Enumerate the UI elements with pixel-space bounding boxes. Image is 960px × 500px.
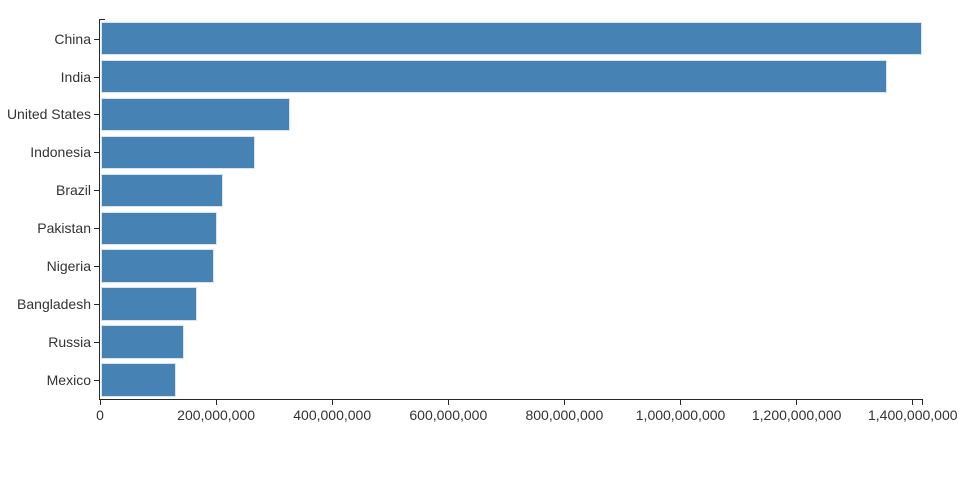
y-tick-mark [94, 114, 99, 116]
y-tick-mark [94, 342, 99, 344]
x-tick-mark [563, 400, 565, 405]
y-tick-label-mexico: Mexico [46, 372, 91, 389]
bar-brazil [100, 173, 223, 208]
bar-mexico [100, 363, 177, 397]
x-tick-label: 1,200,000,000 [751, 407, 842, 423]
x-tick-label: 1,000,000,000 [635, 407, 726, 423]
bar-bangladesh [100, 287, 198, 321]
y-axis-spine [99, 18, 100, 399]
y-tick-mark [94, 380, 99, 382]
x-tick-label: 1,400,000,000 [867, 407, 958, 423]
y-tick-label-nigeria: Nigeria [46, 258, 91, 275]
bar-russia [100, 325, 185, 359]
y-tick-label-brazil: Brazil [55, 182, 91, 199]
y-tick-label-pakistan: Pakistan [37, 220, 91, 237]
y-tick-label-bangladesh: Bangladesh [17, 296, 91, 313]
y-tick-mark [94, 76, 99, 78]
y-tick-mark [94, 304, 99, 306]
y-tick-mark [94, 38, 99, 40]
y-tick-label-indonesia: Indonesia [30, 144, 91, 161]
y-tick-mark [94, 228, 99, 230]
x-tick-mark [331, 400, 333, 405]
y-tick-mark [94, 190, 99, 192]
x-axis-end-cap [921, 399, 923, 405]
bar-pakistan [100, 211, 218, 246]
x-tick-mark [912, 400, 914, 405]
y-tick-mark [94, 152, 99, 154]
bar-china [100, 21, 922, 56]
bar-india [100, 59, 887, 94]
bar-indonesia [100, 135, 256, 170]
x-tick-label: 400,000,000 [293, 407, 372, 423]
y-tick-label-china: China [54, 30, 91, 47]
bar-united-states [100, 97, 291, 132]
x-tick-mark [680, 400, 682, 405]
x-tick-label: 0 [96, 407, 104, 423]
x-tick-label: 600,000,000 [409, 407, 488, 423]
bar-nigeria [100, 249, 215, 283]
x-tick-mark [99, 400, 101, 405]
y-tick-label-united-states: United States [6, 106, 91, 123]
x-tick-mark [215, 400, 217, 405]
x-tick-mark [796, 400, 798, 405]
y-tick-label-india: India [60, 68, 91, 85]
y-axis-end-cap [99, 18, 105, 20]
y-tick-label-russia: Russia [48, 334, 91, 351]
x-tick-mark [447, 400, 449, 405]
x-tick-label: 800,000,000 [525, 407, 604, 423]
x-axis-line [99, 399, 923, 400]
y-tick-mark [94, 266, 99, 268]
x-tick-label: 200,000,000 [177, 407, 256, 423]
